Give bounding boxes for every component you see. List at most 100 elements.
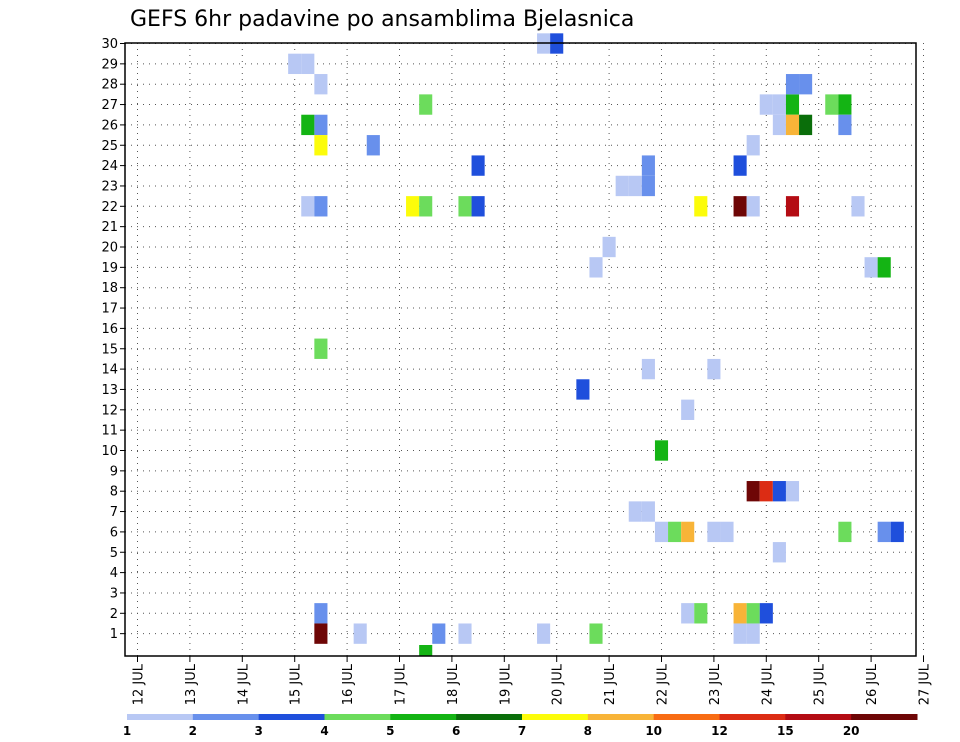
data-cell [799, 114, 813, 136]
y-tick-label: 3 [110, 586, 118, 601]
data-cell [301, 196, 315, 217]
data-cell [733, 623, 747, 644]
legend-label: 7 [518, 724, 526, 738]
legend-swatch [851, 714, 918, 720]
legend-label: 8 [584, 724, 592, 738]
data-cell [314, 74, 328, 95]
data-cell [694, 603, 708, 624]
data-cell [458, 623, 472, 644]
data-cell [314, 135, 328, 156]
data-cell [668, 521, 682, 543]
data-cell [641, 155, 655, 176]
data-cell [746, 481, 760, 502]
data-cell [746, 135, 760, 156]
y-tick-label: 27 [101, 98, 118, 113]
data-cell [654, 521, 669, 543]
legend-label: 4 [320, 724, 328, 738]
data-cell [419, 94, 433, 115]
data-cell [838, 521, 852, 543]
data-cell [851, 196, 865, 217]
data-cell [733, 603, 747, 624]
y-tick-label: 23 [101, 179, 118, 194]
x-tick-label: 19 JUL [498, 663, 513, 705]
data-cell [838, 114, 852, 136]
legend-label: 12 [711, 724, 728, 738]
legend-label: 5 [386, 724, 394, 738]
data-cell [681, 603, 695, 624]
data-cell [471, 196, 485, 217]
data-cell [825, 94, 839, 115]
data-cells [288, 33, 904, 656]
y-tick-label: 17 [101, 302, 118, 317]
data-cell [707, 521, 721, 543]
x-tick-label: 14 JUL [236, 663, 251, 705]
data-cell [602, 236, 616, 258]
data-cell [301, 53, 315, 75]
legend-swatch [522, 714, 589, 720]
data-cell [733, 196, 747, 217]
data-cell [628, 175, 642, 197]
data-cell [314, 338, 328, 359]
chart-title: GEFS 6hr padavine po ansamblima Bjelasni… [130, 7, 634, 32]
data-cell [720, 521, 734, 543]
data-cell [681, 521, 695, 543]
y-tick-label: 21 [101, 220, 118, 235]
legend-label: 6 [452, 724, 460, 738]
data-cell [864, 257, 878, 278]
y-tick-label: 5 [110, 546, 118, 561]
data-cell [733, 155, 747, 176]
data-cell [432, 623, 446, 644]
x-tick-label: 17 JUL [394, 663, 409, 705]
x-tick-label: 25 JUL [813, 663, 828, 705]
x-tick-label: 16 JUL [341, 663, 356, 705]
data-cell [877, 521, 891, 543]
data-cell [641, 358, 655, 380]
x-tick-label: 26 JUL [865, 663, 880, 705]
data-cell [877, 257, 891, 278]
legend-swatch [127, 714, 194, 720]
x-tick-label: 12 JUL [132, 663, 147, 705]
y-tick-label: 7 [110, 505, 118, 520]
data-cell [799, 74, 813, 95]
legend-swatch [653, 714, 720, 720]
data-cell [589, 623, 603, 644]
legend-swatch [719, 714, 786, 720]
y-tick-label: 26 [101, 118, 118, 133]
y-axis-ticks: 1234567891011121314151617181920212223242… [101, 37, 125, 642]
data-cell [772, 114, 786, 136]
data-cell [785, 481, 800, 502]
y-tick-label: 8 [110, 485, 118, 500]
y-tick-label: 29 [101, 57, 118, 72]
data-cell [419, 196, 433, 217]
y-tick-label: 11 [101, 424, 118, 439]
data-cell [314, 603, 328, 624]
x-axis-ticks: 12 JUL 13 JUL 14 JUL 15 JUL 16 JUL 17 JUL 18 J… [132, 656, 933, 705]
data-cell [301, 114, 315, 136]
data-cell [615, 175, 629, 197]
legend-label: 10 [645, 724, 662, 738]
data-cell [458, 196, 472, 217]
data-cell [406, 196, 420, 217]
data-cell [772, 481, 786, 502]
data-cell [890, 521, 904, 543]
y-tick-label: 15 [101, 342, 118, 357]
legend-swatch [324, 714, 391, 720]
data-cell [471, 155, 485, 176]
y-tick-label: 9 [110, 464, 118, 479]
y-tick-label: 20 [101, 241, 118, 256]
data-cell [785, 94, 800, 115]
data-cell [314, 623, 328, 644]
y-tick-label: 19 [101, 261, 118, 276]
y-tick-label: 24 [101, 159, 118, 174]
data-cell [772, 94, 786, 115]
y-tick-label: 10 [101, 444, 118, 459]
data-cell [641, 175, 655, 197]
x-tick-label: 27 JUL [918, 663, 933, 705]
legend-swatch [785, 714, 852, 720]
y-tick-label: 1 [110, 627, 118, 642]
data-cell [759, 94, 773, 115]
data-cell [681, 399, 695, 420]
data-cell [589, 257, 603, 278]
legend-label: 3 [254, 724, 262, 738]
x-tick-label: 13 JUL [184, 663, 199, 705]
